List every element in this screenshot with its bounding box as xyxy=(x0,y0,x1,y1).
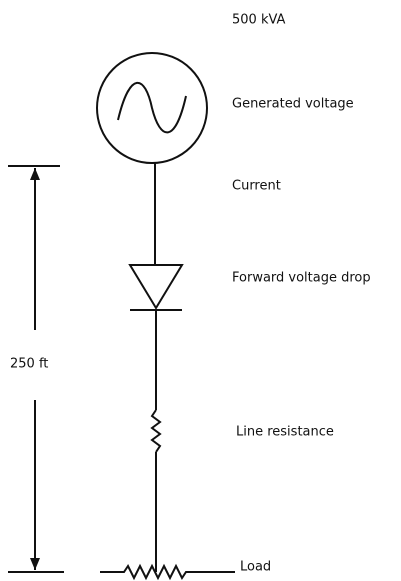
load-resistor xyxy=(100,563,235,581)
diode xyxy=(128,264,184,310)
label: 500 kVA xyxy=(232,13,286,28)
label: Generated voltage xyxy=(232,97,354,112)
arrowhead xyxy=(30,168,40,180)
sine-symbol xyxy=(117,81,187,134)
arrowhead xyxy=(30,558,40,570)
label: Line resistance xyxy=(236,425,334,440)
label: Forward voltage drop xyxy=(232,271,371,286)
label: Current xyxy=(232,179,281,194)
label: 250 ft xyxy=(10,357,48,372)
resistor xyxy=(150,409,162,453)
generator xyxy=(96,52,208,164)
label: Load xyxy=(240,560,271,575)
